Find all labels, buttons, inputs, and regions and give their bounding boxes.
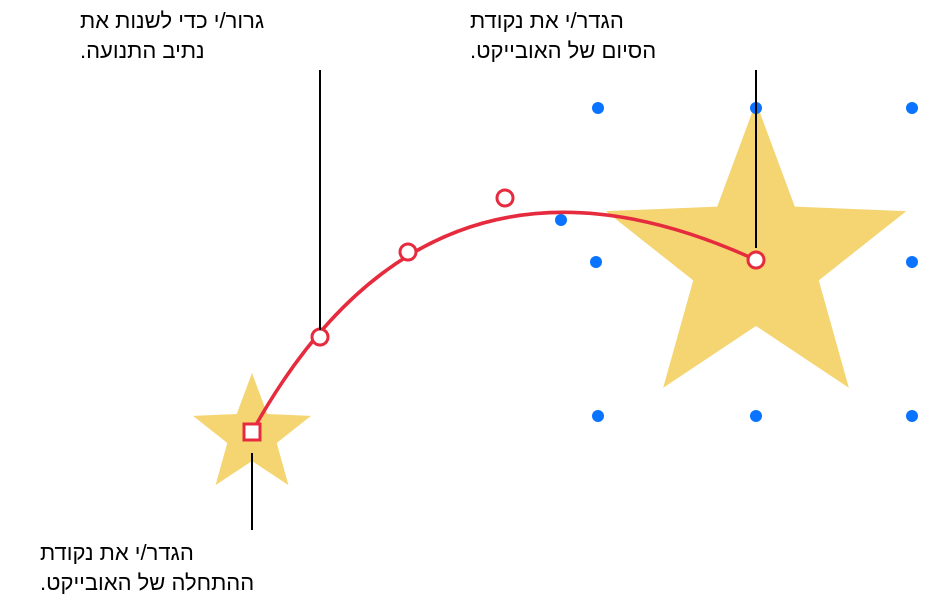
- leader-line-end: [755, 70, 757, 248]
- leader-line-drag: [319, 70, 321, 330]
- callout-end-point: הגדר/י את נקודת הסיום של האובייקט.: [470, 6, 770, 65]
- leader-line-start: [251, 453, 253, 530]
- callout-drag-path: גרור/י כדי לשנות את נתיב התנועה.: [80, 6, 340, 65]
- callout-start-point: הגדר/י את נקודת ההתחלה של האובייקט.: [40, 538, 320, 597]
- callout-text: הגדר/י את נקודת: [470, 6, 770, 36]
- selection-handles: [555, 102, 918, 422]
- callout-text: הגדר/י את נקודת: [40, 538, 320, 568]
- motion-path-handles: [244, 190, 764, 440]
- callout-text: הסיום של האובייקט.: [470, 36, 770, 66]
- callout-text: ההתחלה של האובייקט.: [40, 568, 320, 598]
- diagram-svg: [0, 0, 942, 612]
- callout-text: נתיב התנועה.: [80, 36, 340, 66]
- motion-path: [252, 212, 756, 432]
- callout-text: גרור/י כדי לשנות את: [80, 6, 340, 36]
- diagram-canvas: הגדר/י את נקודת הסיום של האובייקט. גרור/…: [0, 0, 942, 612]
